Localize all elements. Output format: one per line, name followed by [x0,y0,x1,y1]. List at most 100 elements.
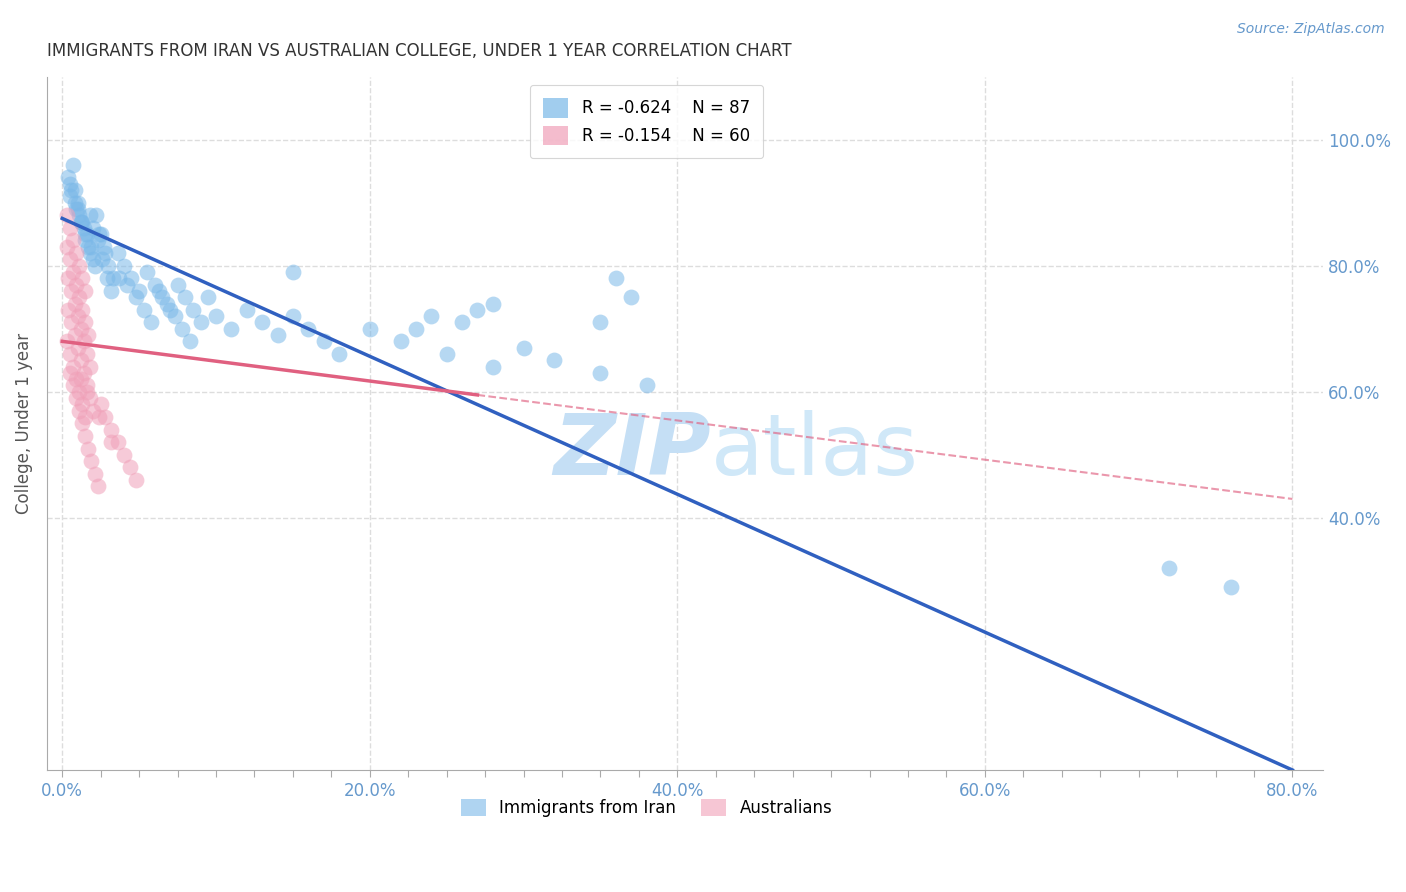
Point [589,366,612,380]
Text: IMMIGRANTS FROM IRAN VS AUSTRALIAN COLLEGE, UNDER 1 YEAR CORRELATION CHART: IMMIGRANTS FROM IRAN VS AUSTRALIAN COLLE… [46,42,792,60]
Point [100,423,122,437]
Point [59,189,82,203]
Point [72,214,94,228]
Point [59,220,82,235]
Point [73,220,96,235]
Point [62,234,84,248]
Point [75,284,97,298]
Point [84,208,107,222]
Point [75,409,97,424]
Point [67,384,90,399]
Point [174,290,197,304]
Point [91,252,114,267]
Point [96,271,118,285]
Point [83,467,105,481]
Point [1159,561,1181,575]
Point [605,271,627,285]
Point [73,334,96,349]
Point [100,284,122,298]
Point [112,448,135,462]
Point [62,158,84,172]
Point [86,234,108,248]
Point [60,183,83,197]
Text: ZIP: ZIP [553,409,710,492]
Text: atlas: atlas [710,409,918,492]
Point [156,296,179,310]
Point [76,347,98,361]
Point [312,334,335,349]
Point [197,290,219,304]
Point [94,409,117,424]
Point [76,227,98,242]
Point [115,277,138,292]
Point [118,460,141,475]
Point [90,227,112,242]
Point [76,378,98,392]
Point [482,296,505,310]
Point [80,454,103,468]
Point [83,259,105,273]
Point [451,315,474,329]
Point [143,277,166,292]
Point [405,322,427,336]
Point [266,328,288,343]
Point [141,315,163,329]
Point [77,442,100,456]
Point [63,328,86,343]
Point [389,334,412,349]
Point [328,347,350,361]
Point [80,240,103,254]
Point [65,246,87,260]
Point [56,240,79,254]
Point [82,220,104,235]
Point [56,208,79,222]
Point [125,290,148,304]
Point [56,334,79,349]
Point [589,315,612,329]
Point [150,290,173,304]
Point [69,214,91,228]
Point [69,322,91,336]
Point [59,177,82,191]
Point [482,359,505,374]
Point [66,309,89,323]
Point [620,290,643,304]
Point [67,290,90,304]
Point [75,227,97,242]
Point [281,309,304,323]
Point [75,429,97,443]
Point [69,372,91,386]
Point [77,240,100,254]
Point [101,271,124,285]
Point [112,259,135,273]
Point [97,259,120,273]
Point [72,302,94,317]
Point [73,366,96,380]
Point [250,315,273,329]
Point [100,435,122,450]
Point [120,271,142,285]
Point [107,435,129,450]
Point [65,277,87,292]
Point [512,341,534,355]
Point [93,240,115,254]
Point [66,195,89,210]
Text: Source: ZipAtlas.com: Source: ZipAtlas.com [1237,22,1385,37]
Point [86,479,108,493]
Point [60,284,83,298]
Point [67,403,90,417]
Point [281,265,304,279]
Point [66,341,89,355]
Point [543,353,565,368]
Y-axis label: College, Under 1 year: College, Under 1 year [15,333,32,514]
Point [205,309,228,323]
Point [63,296,86,310]
Point [236,302,259,317]
Point [181,302,204,317]
Point [65,391,87,405]
Point [82,403,104,417]
Point [65,202,87,216]
Point [63,183,86,197]
Point [125,473,148,487]
Point [135,265,157,279]
